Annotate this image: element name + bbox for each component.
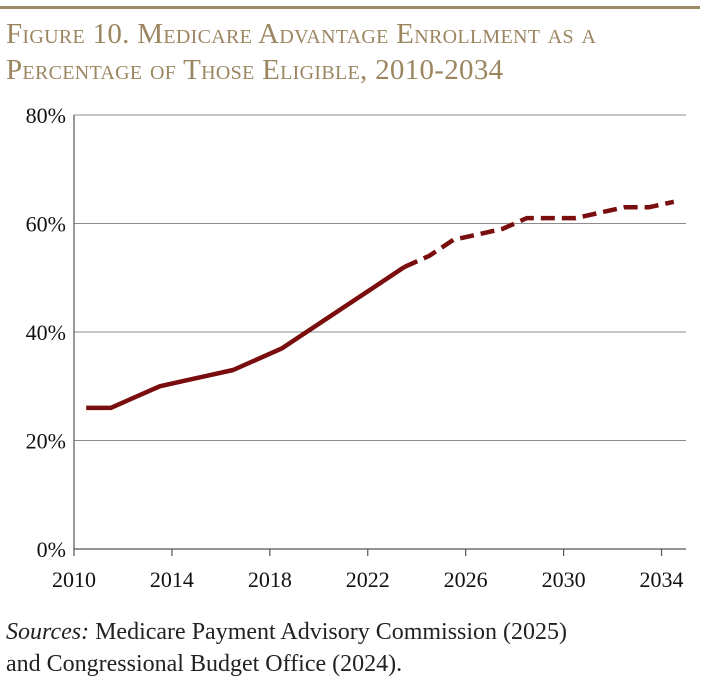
figure-title-line-2: Percentage of Those Eligible, 2010-2034	[6, 54, 504, 86]
source-note: Sources: Medicare Payment Advisory Commi…	[6, 616, 701, 680]
y-tick-label-0: 0%	[37, 537, 66, 562]
series-line-projected	[403, 199, 675, 269]
x-tick-label-2014: 2014	[150, 567, 194, 592]
line-chart: 0% 20% 40% 60% 80% 2010 2014 2018 2022 2026 2030 20…	[26, 103, 686, 592]
x-tick-label-2030: 2030	[542, 567, 586, 592]
figure-title-line-1: Figure 10. Medicare Advantage Enrollment…	[6, 18, 597, 50]
x-tick-label-2034: 2034	[640, 567, 684, 592]
y-tick-label-60: 60%	[26, 212, 66, 237]
y-tick-label-20: 20%	[26, 429, 66, 454]
y-tick-label-40: 40%	[26, 320, 66, 345]
x-tick-label-2018: 2018	[248, 567, 292, 592]
x-tick-label-2022: 2022	[346, 567, 390, 592]
source-text-line-2: and Congressional Budget Office (2024).	[6, 651, 403, 677]
x-tick-label-2010: 2010	[52, 567, 96, 592]
figure-title: Figure 10. Medicare Advantage Enrollment…	[6, 16, 701, 88]
top-rule	[0, 6, 700, 9]
series-line-actual	[86, 265, 406, 411]
source-label: Sources:	[6, 619, 90, 645]
source-text-line-1: Medicare Payment Advisory Commission (20…	[89, 619, 568, 645]
x-tick-label-2026: 2026	[444, 567, 488, 592]
y-tick-label-80: 80%	[26, 103, 66, 128]
